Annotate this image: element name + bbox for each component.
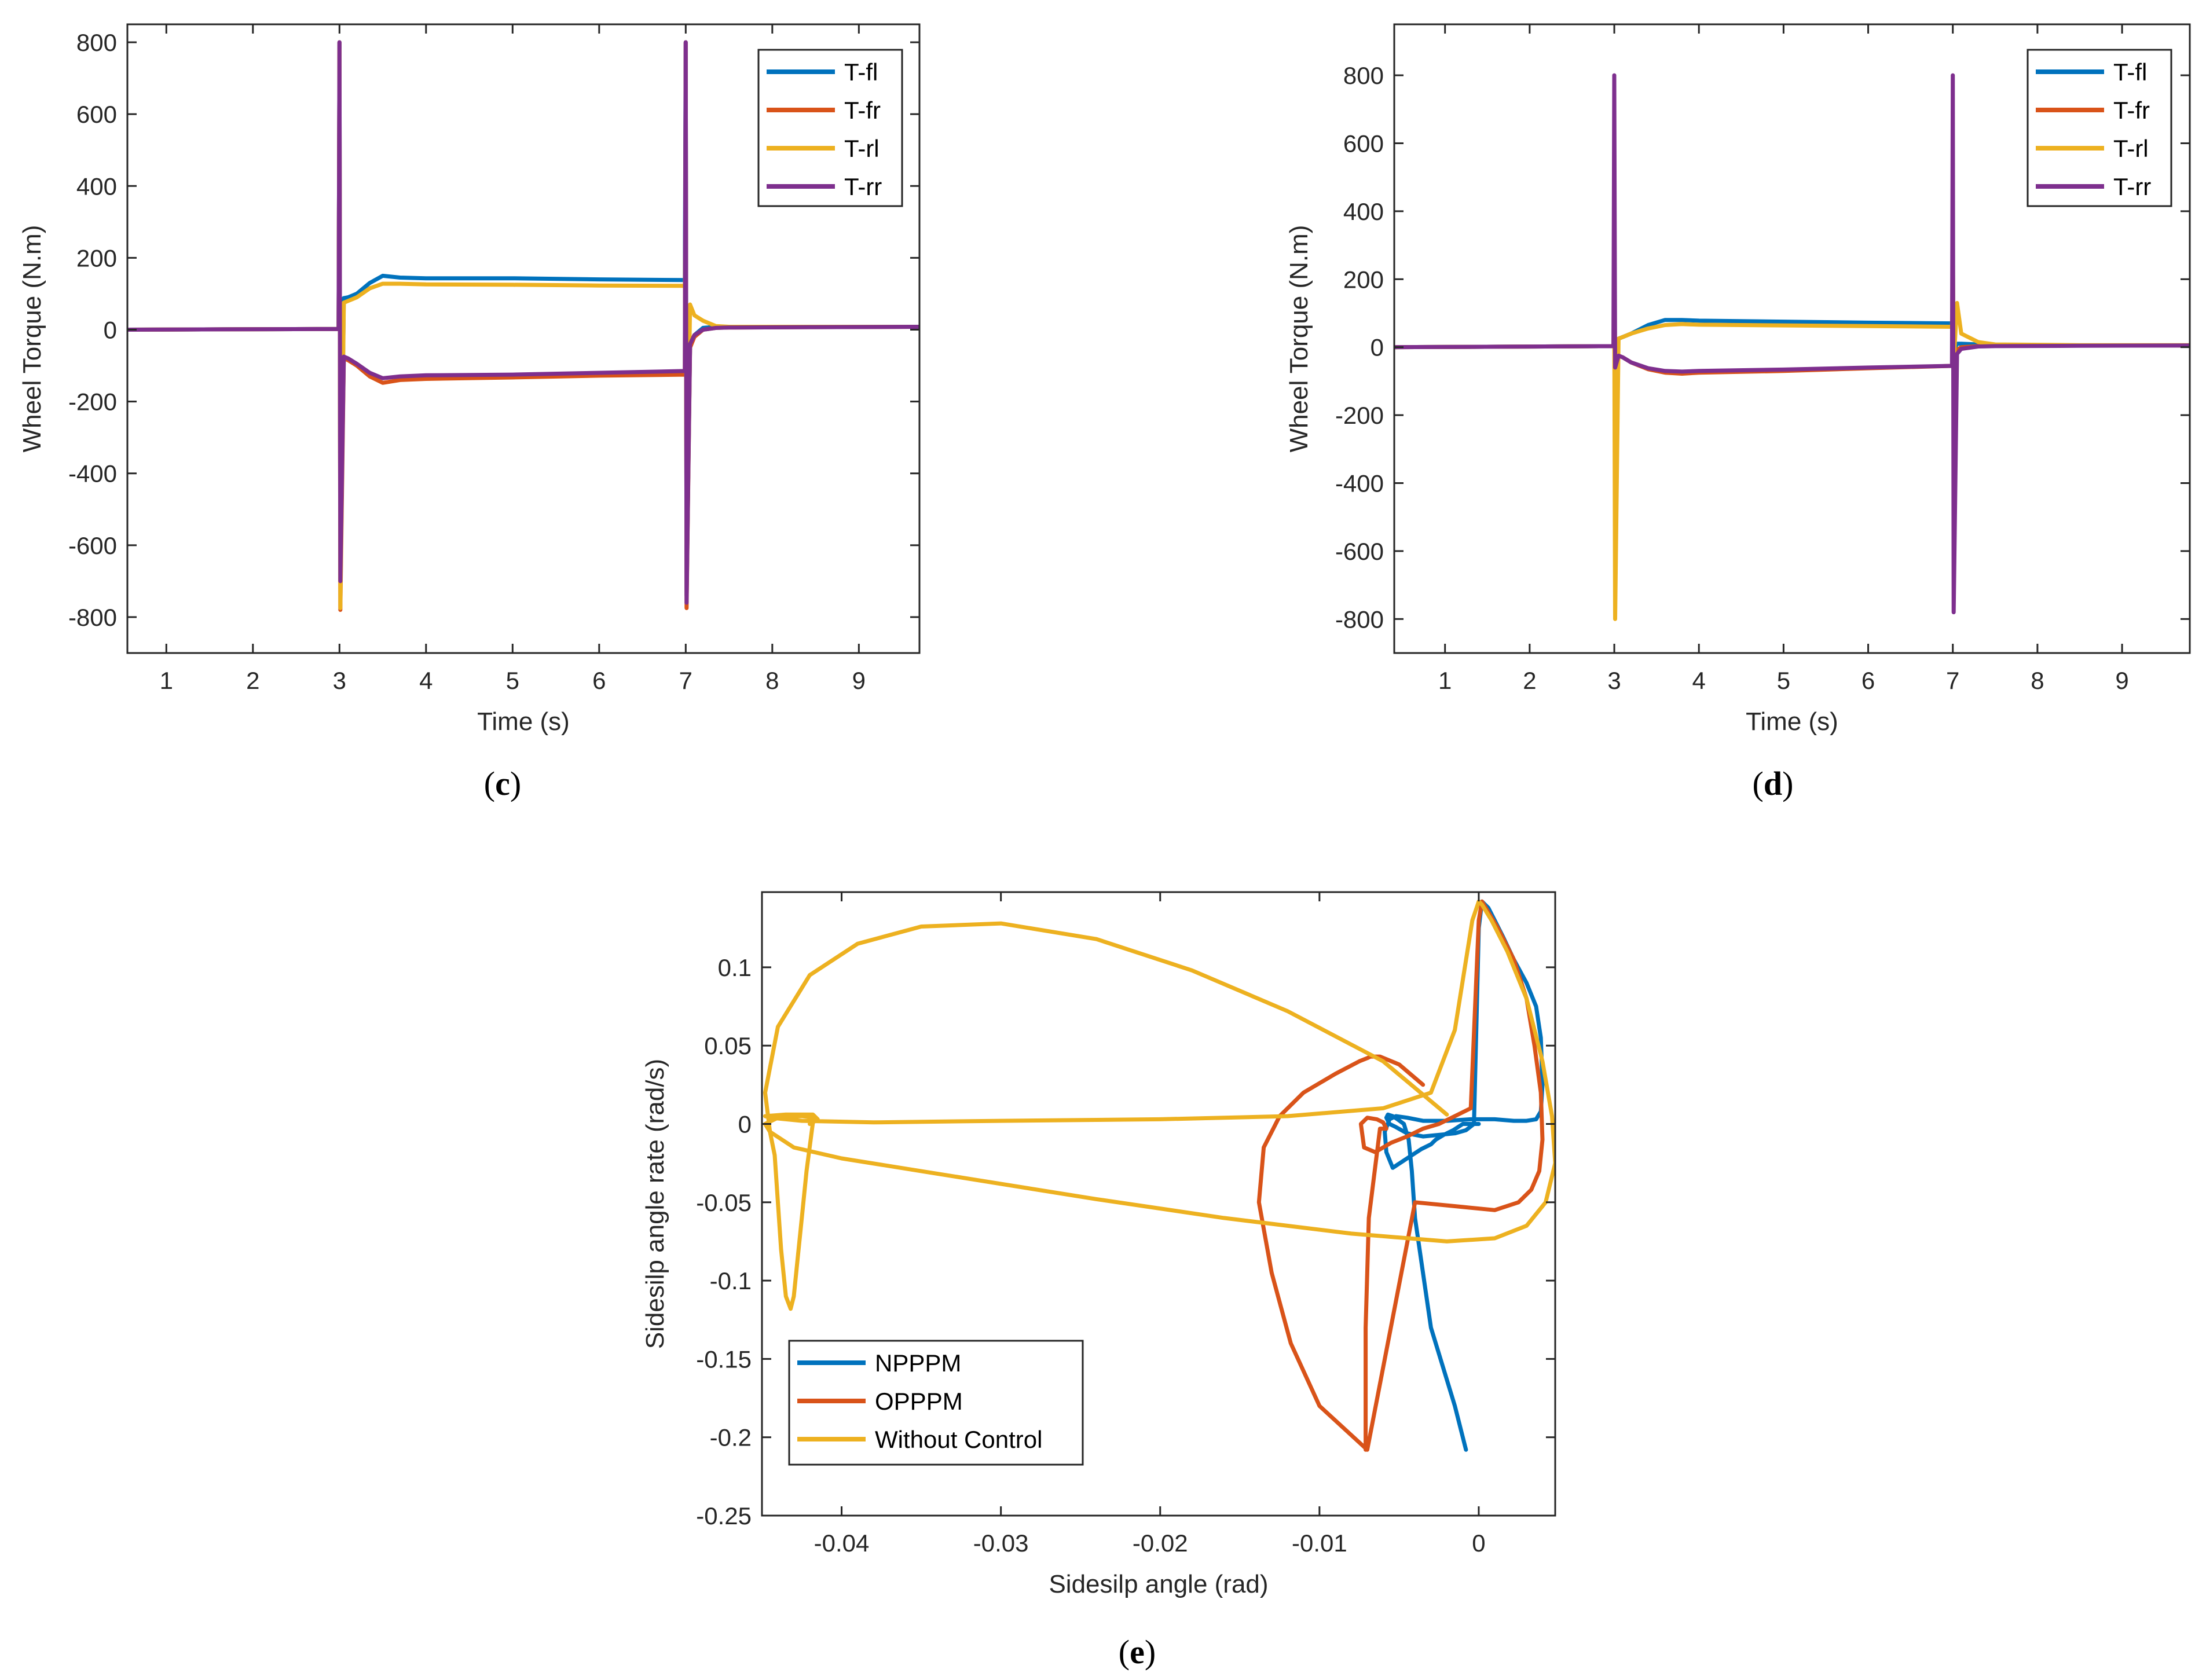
y-axis-label: Wheel Torque (N.m) (18, 225, 46, 453)
x-tick-label: 0 (1472, 1529, 1485, 1557)
x-axis-label: Time (s) (1746, 707, 1838, 736)
x-tick-label: 9 (852, 667, 866, 694)
legend-box (2027, 49, 2172, 207)
legend-label: Without Control (875, 1426, 1042, 1453)
y-tick-label: -600 (68, 532, 117, 559)
x-tick-label: 1 (1438, 667, 1452, 694)
x-tick-label: 8 (765, 667, 779, 694)
y-tick-label: 600 (76, 101, 117, 128)
x-tick-label: 7 (1946, 667, 1959, 694)
x-tick-label: 4 (1692, 667, 1706, 694)
x-tick-label: 3 (333, 667, 346, 694)
y-tick-label: -0.05 (696, 1189, 752, 1216)
y-tick-label: -200 (68, 388, 117, 416)
y-tick-label: -0.2 (710, 1424, 752, 1451)
y-tick-label: -800 (68, 604, 117, 631)
series-line-without-control (763, 899, 1555, 1311)
y-tick-label: 600 (1343, 130, 1384, 157)
x-tick-label: 5 (1777, 667, 1790, 694)
panel-label-e: (e) (1118, 1633, 1156, 1671)
y-tick-label: 400 (1343, 198, 1384, 225)
legend-box (757, 49, 903, 207)
y-tick-label: 200 (76, 244, 117, 272)
y-tick-label: -400 (68, 460, 117, 487)
x-tick-label: 8 (2031, 667, 2044, 694)
legend-label: T-rr (2113, 173, 2151, 200)
legend: T-fl T-fr T-rl T-rr (757, 49, 903, 207)
legend-label: T-fl (844, 58, 878, 86)
legend-label: OPPPM (875, 1388, 963, 1415)
y-tick-label: -0.1 (710, 1267, 752, 1294)
x-tick-label: -0.02 (1133, 1529, 1188, 1557)
legend: T-fl T-fr T-rl T-rr (2027, 49, 2172, 207)
x-tick-label: 2 (1523, 667, 1536, 694)
x-tick-label: 2 (246, 667, 259, 694)
series-line-t-rr (127, 40, 919, 605)
y-axis-label: Sidesilp angle rate (rad/s) (641, 1059, 669, 1349)
x-tick-label: 9 (2115, 667, 2128, 694)
y-tick-label: 0.1 (718, 954, 752, 981)
x-tick-label: -0.01 (1292, 1529, 1347, 1557)
x-tick-label: 7 (679, 667, 692, 694)
x-tick-label: -0.03 (973, 1529, 1029, 1557)
y-tick-label: 800 (1343, 62, 1384, 89)
x-tick-label: 3 (1607, 667, 1621, 694)
chart-d: 1 2 3 4 5 6 7 8 9 -800 -600 -400 -200 0 200 400 600 800 Ti… (1285, 23, 2191, 736)
series-line-t-rl (1394, 243, 2190, 621)
series-group (1394, 73, 2190, 621)
x-tick-label: 1 (160, 667, 173, 694)
axes-box (761, 891, 1556, 1517)
legend-label: T-fl (2113, 58, 2147, 86)
y-tick-label: -800 (1335, 606, 1384, 633)
series-line-opppm (1256, 899, 1545, 1452)
y-tick-label: -200 (1335, 402, 1384, 429)
x-tick-label: 4 (419, 667, 433, 694)
x-axis-label: Time (s) (477, 707, 570, 736)
y-tick-label: 800 (76, 29, 117, 56)
legend-label: T-rl (844, 135, 880, 162)
y-tick-label: 200 (1343, 266, 1384, 293)
y-tick-label: -0.25 (696, 1502, 752, 1529)
y-tick-label: 0 (1370, 334, 1384, 361)
y-tick-label: 0.05 (704, 1032, 752, 1059)
legend-label: T-fr (844, 97, 881, 124)
x-tick-label: -0.04 (814, 1529, 870, 1557)
legend-label: T-rl (2113, 135, 2149, 162)
series-group (127, 40, 919, 612)
panel-label-d: (d) (1752, 765, 1794, 802)
x-tick-label: 6 (592, 667, 606, 694)
y-tick-label: -600 (1335, 538, 1384, 565)
chart-c: 1 2 3 4 5 6 7 8 9 -800 -600 -400 -200 0 200 400 600 800 Ti… (18, 23, 921, 736)
series-line-npppm (1383, 899, 1545, 1452)
panel-label-c: (c) (483, 765, 522, 802)
y-tick-label: -0.15 (696, 1345, 752, 1373)
axes-box (126, 23, 921, 654)
y-tick-label: -400 (1335, 469, 1384, 497)
chart-e: -0.04 -0.03 -0.02 -0.01 0 -0.25 -0.2 -0.15 -0.1 -… (641, 891, 1556, 1598)
legend: NPPPM OPPPM Without Control (788, 1340, 1084, 1466)
axes-box (1393, 23, 2191, 654)
y-axis-label: Wheel Torque (N.m) (1285, 225, 1313, 453)
y-tick-label: 0 (104, 316, 117, 343)
legend-label: NPPPM (875, 1349, 961, 1377)
series-line-t-rr (1394, 73, 2190, 615)
x-tick-label: 6 (1861, 667, 1875, 694)
x-tick-label: 5 (506, 667, 519, 694)
legend-label: T-rr (844, 173, 882, 200)
y-tick-label: 0 (738, 1110, 752, 1138)
x-axis-label: Sidesilp angle (rad) (1049, 1570, 1268, 1598)
y-tick-label: 400 (76, 173, 117, 200)
legend-label: T-fr (2113, 97, 2150, 124)
series-group (763, 899, 1555, 1452)
